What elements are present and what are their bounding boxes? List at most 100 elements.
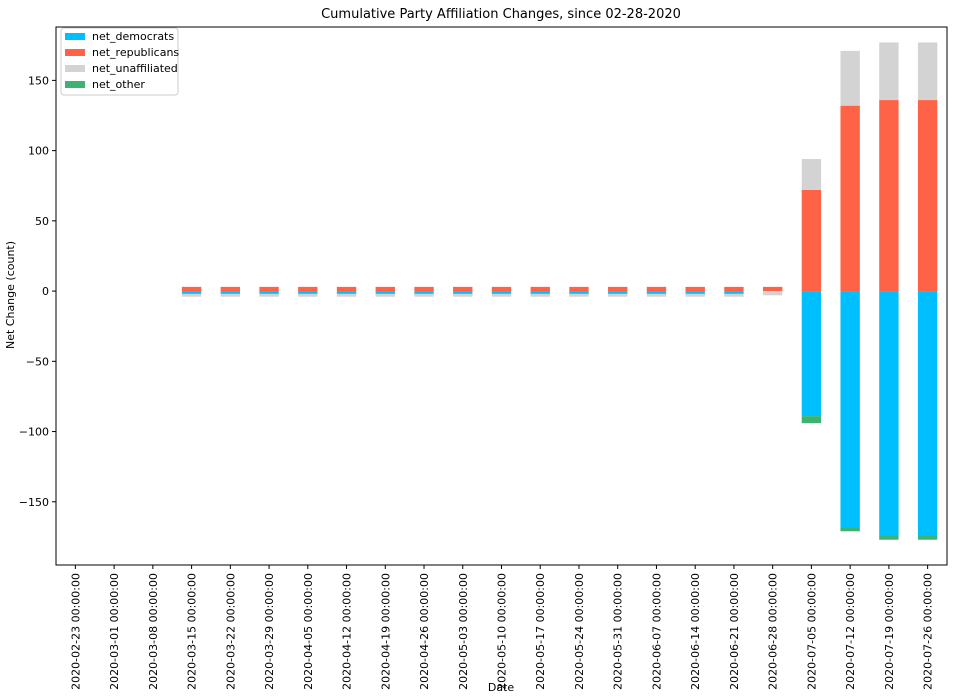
bar-net_republicans-17	[724, 287, 743, 291]
x-tick-label: 2020-05-17 00:00:00	[534, 573, 547, 690]
x-tick-label: 2020-07-19 00:00:00	[883, 573, 896, 690]
x-axis-label: Date	[488, 681, 515, 694]
y-tick-label: −150	[19, 496, 49, 509]
bar-net_unaffiliated-13	[569, 294, 588, 297]
legend-swatch-net_republicans	[65, 49, 85, 56]
bar-net_republicans-3	[182, 287, 201, 291]
x-tick-label: 2020-04-26 00:00:00	[418, 573, 431, 690]
bar-net_unaffiliated-8	[376, 294, 395, 297]
bar-net_unaffiliated-14	[608, 294, 627, 297]
bar-net_democrats-20	[840, 291, 859, 527]
y-tick-label: 50	[35, 215, 49, 228]
bar-net_unaffiliated-22	[918, 42, 937, 100]
y-tick-label: 0	[42, 285, 49, 298]
y-tick-label: 100	[28, 145, 49, 158]
bar-net_republicans-15	[647, 287, 666, 291]
x-tick-label: 2020-07-26 00:00:00	[922, 573, 935, 690]
bar-net_unaffiliated-21	[879, 42, 898, 100]
legend-label-net_other: net_other	[92, 78, 145, 91]
legend: net_democrats net_republicans net_unaffili…	[61, 28, 179, 95]
x-tick-label: 2020-06-28 00:00:00	[767, 573, 780, 690]
bars-group	[182, 42, 937, 539]
x-tick-label: 2020-03-22 00:00:00	[224, 573, 237, 690]
bar-net_democrats-6	[298, 291, 317, 294]
bar-net_republicans-21	[879, 100, 898, 291]
bar-net_unaffiliated-9	[414, 294, 433, 297]
bar-net_democrats-22	[918, 291, 937, 535]
bar-net_democrats-8	[376, 291, 395, 294]
bar-net_republicans-4	[221, 287, 240, 291]
x-tick-label: 2020-02-23 00:00:00	[69, 573, 82, 690]
bar-net_republicans-20	[840, 106, 859, 291]
bar-net_republicans-22	[918, 100, 937, 291]
x-tick-label: 2020-06-21 00:00:00	[728, 573, 741, 690]
x-tick-label: 2020-04-19 00:00:00	[379, 573, 392, 690]
bar-net_republicans-19	[802, 190, 821, 291]
x-tick-label: 2020-05-31 00:00:00	[612, 573, 625, 690]
bar-net_unaffiliated-5	[259, 294, 278, 297]
x-tick-label: 2020-05-03 00:00:00	[457, 573, 470, 690]
bar-net_republicans-12	[531, 287, 550, 291]
bar-net_unaffiliated-7	[337, 294, 356, 297]
y-tick-label: −50	[26, 355, 49, 368]
bar-net_republicans-7	[337, 287, 356, 291]
bar-net_democrats-14	[608, 291, 627, 294]
bar-net_republicans-9	[414, 287, 433, 291]
bar-net_democrats-9	[414, 291, 433, 294]
x-tick-label: 2020-07-05 00:00:00	[805, 573, 818, 690]
bar-net_unaffiliated-11	[492, 294, 511, 297]
bar-net_republicans-10	[453, 287, 472, 291]
bar-net_other-20	[840, 527, 859, 531]
bar-net_republicans-11	[492, 287, 511, 291]
bar-net_unaffiliated-18	[763, 291, 782, 295]
y-tick-label: 150	[28, 74, 49, 87]
bar-net_unaffiliated-16	[686, 294, 705, 297]
y-axis-label: Net Change (count)	[4, 241, 17, 349]
bar-net_democrats-19	[802, 291, 821, 416]
bar-net_democrats-11	[492, 291, 511, 294]
bar-net_democrats-13	[569, 291, 588, 294]
bar-net_democrats-4	[221, 291, 240, 294]
bar-net_democrats-15	[647, 291, 666, 294]
x-axis: 2020-02-23 00:00:00 2020-03-01 00:00:00 20…	[69, 565, 934, 690]
legend-label-net_unaffiliated: net_unaffiliated	[92, 62, 178, 75]
bar-net_unaffiliated-6	[298, 294, 317, 297]
bar-net_democrats-12	[531, 291, 550, 294]
y-tick-label: −100	[19, 426, 49, 439]
x-tick-label: 2020-03-15 00:00:00	[186, 573, 199, 690]
legend-swatch-net_other	[65, 81, 85, 88]
bar-net_republicans-14	[608, 287, 627, 291]
x-tick-label: 2020-03-01 00:00:00	[108, 573, 121, 690]
chart-title: Cumulative Party Affiliation Changes, si…	[321, 7, 681, 22]
bar-net_unaffiliated-17	[724, 294, 743, 297]
bar-net_republicans-5	[259, 287, 278, 291]
x-tick-label: 2020-07-12 00:00:00	[844, 573, 857, 690]
bar-net_unaffiliated-4	[221, 294, 240, 297]
bar-net_unaffiliated-20	[840, 51, 859, 106]
bar-net_republicans-18	[763, 287, 782, 291]
bar-net_democrats-17	[724, 291, 743, 294]
bar-net_republicans-16	[686, 287, 705, 291]
bar-net_democrats-7	[337, 291, 356, 294]
bar-net_unaffiliated-15	[647, 294, 666, 297]
bar-net_republicans-8	[376, 287, 395, 291]
bar-net_democrats-5	[259, 291, 278, 294]
x-tick-label: 2020-06-07 00:00:00	[650, 573, 663, 690]
x-tick-label: 2020-04-05 00:00:00	[302, 573, 315, 690]
legend-swatch-net_democrats	[65, 33, 85, 40]
bar-net_democrats-16	[686, 291, 705, 294]
legend-label-net_democrats: net_democrats	[92, 30, 174, 43]
bar-net_unaffiliated-10	[453, 294, 472, 297]
bar-net_democrats-3	[182, 291, 201, 294]
x-tick-label: 2020-06-14 00:00:00	[689, 573, 702, 690]
x-tick-label: 2020-05-10 00:00:00	[496, 573, 509, 690]
y-axis: −150 −100 −50 0 50 100 150	[19, 74, 56, 508]
x-tick-label: 2020-03-29 00:00:00	[263, 573, 276, 690]
bar-net_other-19	[802, 416, 821, 423]
bar-net_unaffiliated-3	[182, 294, 201, 297]
x-tick-label: 2020-05-24 00:00:00	[573, 573, 586, 690]
bar-net_other-21	[879, 536, 898, 540]
bar-net_democrats-10	[453, 291, 472, 294]
x-tick-label: 2020-03-08 00:00:00	[147, 573, 160, 690]
